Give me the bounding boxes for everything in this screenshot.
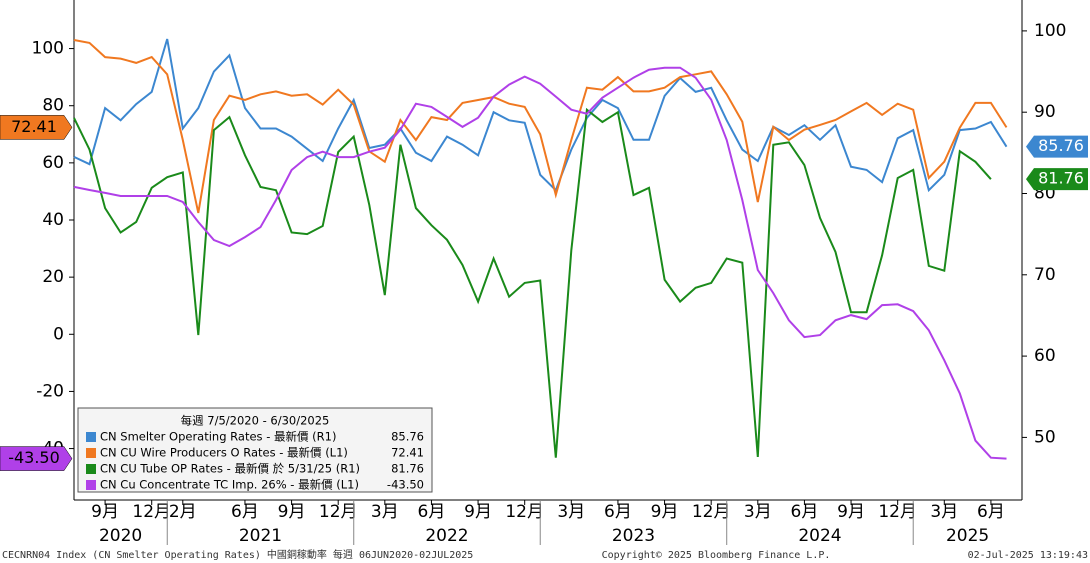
year-label: 2025 [946,526,989,546]
year-label: 2020 [99,526,142,546]
series-line [73,39,1008,214]
legend-swatch [86,480,96,490]
y-tick-label: 80 [42,96,64,116]
value-tag-label: 81.76 [1038,169,1084,188]
x-tick-label: 9月 [464,502,492,522]
x-tick-label: 6月 [977,502,1005,522]
value-tag: 85.76 [1026,135,1088,158]
year-label: 2021 [239,526,282,546]
y-tick-label: 40 [42,210,64,230]
legend-swatch [86,448,96,458]
year-label: 2023 [612,526,655,546]
x-tick-label: 12月 [132,502,171,522]
legend-box [77,407,433,493]
legend-label: CN CU Wire Producers O Rates - 最新價 (L1) [100,446,348,460]
x-tick-label: 3月 [557,502,585,522]
y-tick-label: 100 [32,39,64,59]
value-tag: 81.76 [1026,168,1088,191]
legend: 每週 7/5/2020 - 6/30/2025 CN Smelter Operat… [77,407,433,493]
x-tick-label: 9月 [278,502,306,522]
y2-tick-label: 90 [1034,102,1056,122]
value-tag-box [1026,168,1088,191]
x-tick-label: 9月 [837,502,865,522]
value-tag-box [1026,135,1088,158]
legend-value: -43.50 [387,478,424,492]
footer-right: 02-Jul-2025 13:19:43 [968,550,1088,561]
value-tag-label: -43.50 [8,448,60,467]
value-tag-box [0,446,73,471]
x-tick-label: 3月 [930,502,958,522]
legend-label: CN Cu Concentrate TC Imp. 26% - 最新價 (L1) [100,478,359,492]
year-label: 2022 [425,526,468,546]
x-tick-label: 6月 [791,502,819,522]
footer-left: CECNRN04 Index (CN Smelter Operating Rat… [2,548,473,561]
legend-label: CN Smelter Operating Rates - 最新價 (R1) [100,430,336,444]
x-tick-label: 9月 [91,502,119,522]
y-tick-label: 60 [42,153,64,173]
x-tick-label: 6月 [231,502,259,522]
legend-value: 85.76 [391,430,424,444]
legend-value: 81.76 [391,462,424,476]
y2-tick-label: 100 [1034,21,1066,41]
series-line [73,66,1007,460]
y-tick-label: 0 [53,324,64,344]
x-tick-label: 6月 [604,502,632,522]
x-tick-label: 12月 [878,502,917,522]
x-tick-label: 2月 [169,502,197,522]
y-tick-label: -20 [36,381,64,401]
x-tick-label: 12月 [319,502,358,522]
x-tick-label: 12月 [692,502,731,522]
value-tag: 72.41 [0,115,73,140]
value-tag-box [0,115,73,140]
legend-swatch [86,432,96,442]
x-tick-label: 6月 [418,502,446,522]
legend-swatch [86,464,96,474]
value-tag-label: 72.41 [11,117,57,136]
footer-center: Copyright© 2025 Bloomberg Finance L.P. [602,550,831,561]
y2-tick-label: 70 [1034,265,1056,285]
series-line [73,38,1008,193]
year-label: 2024 [798,526,841,546]
value-tag: -43.50 [0,446,73,471]
legend-value: 72.41 [391,446,424,460]
y-tick-label: 20 [42,267,64,287]
x-tick-label: 9月 [651,502,679,522]
y2-tick-label: 50 [1034,427,1056,447]
legend-label: CN CU Tube OP Rates - 最新價 於 5/31/25 (R1) [100,462,360,476]
value-tag-label: 85.76 [1038,136,1084,155]
x-tick-label: 3月 [744,502,772,522]
x-tick-label: 3月 [371,502,399,522]
y2-tick-label: 60 [1034,346,1056,366]
legend-title: 每週 7/5/2020 - 6/30/2025 [181,414,330,428]
x-tick-label: 12月 [505,502,544,522]
series-line [73,107,992,458]
